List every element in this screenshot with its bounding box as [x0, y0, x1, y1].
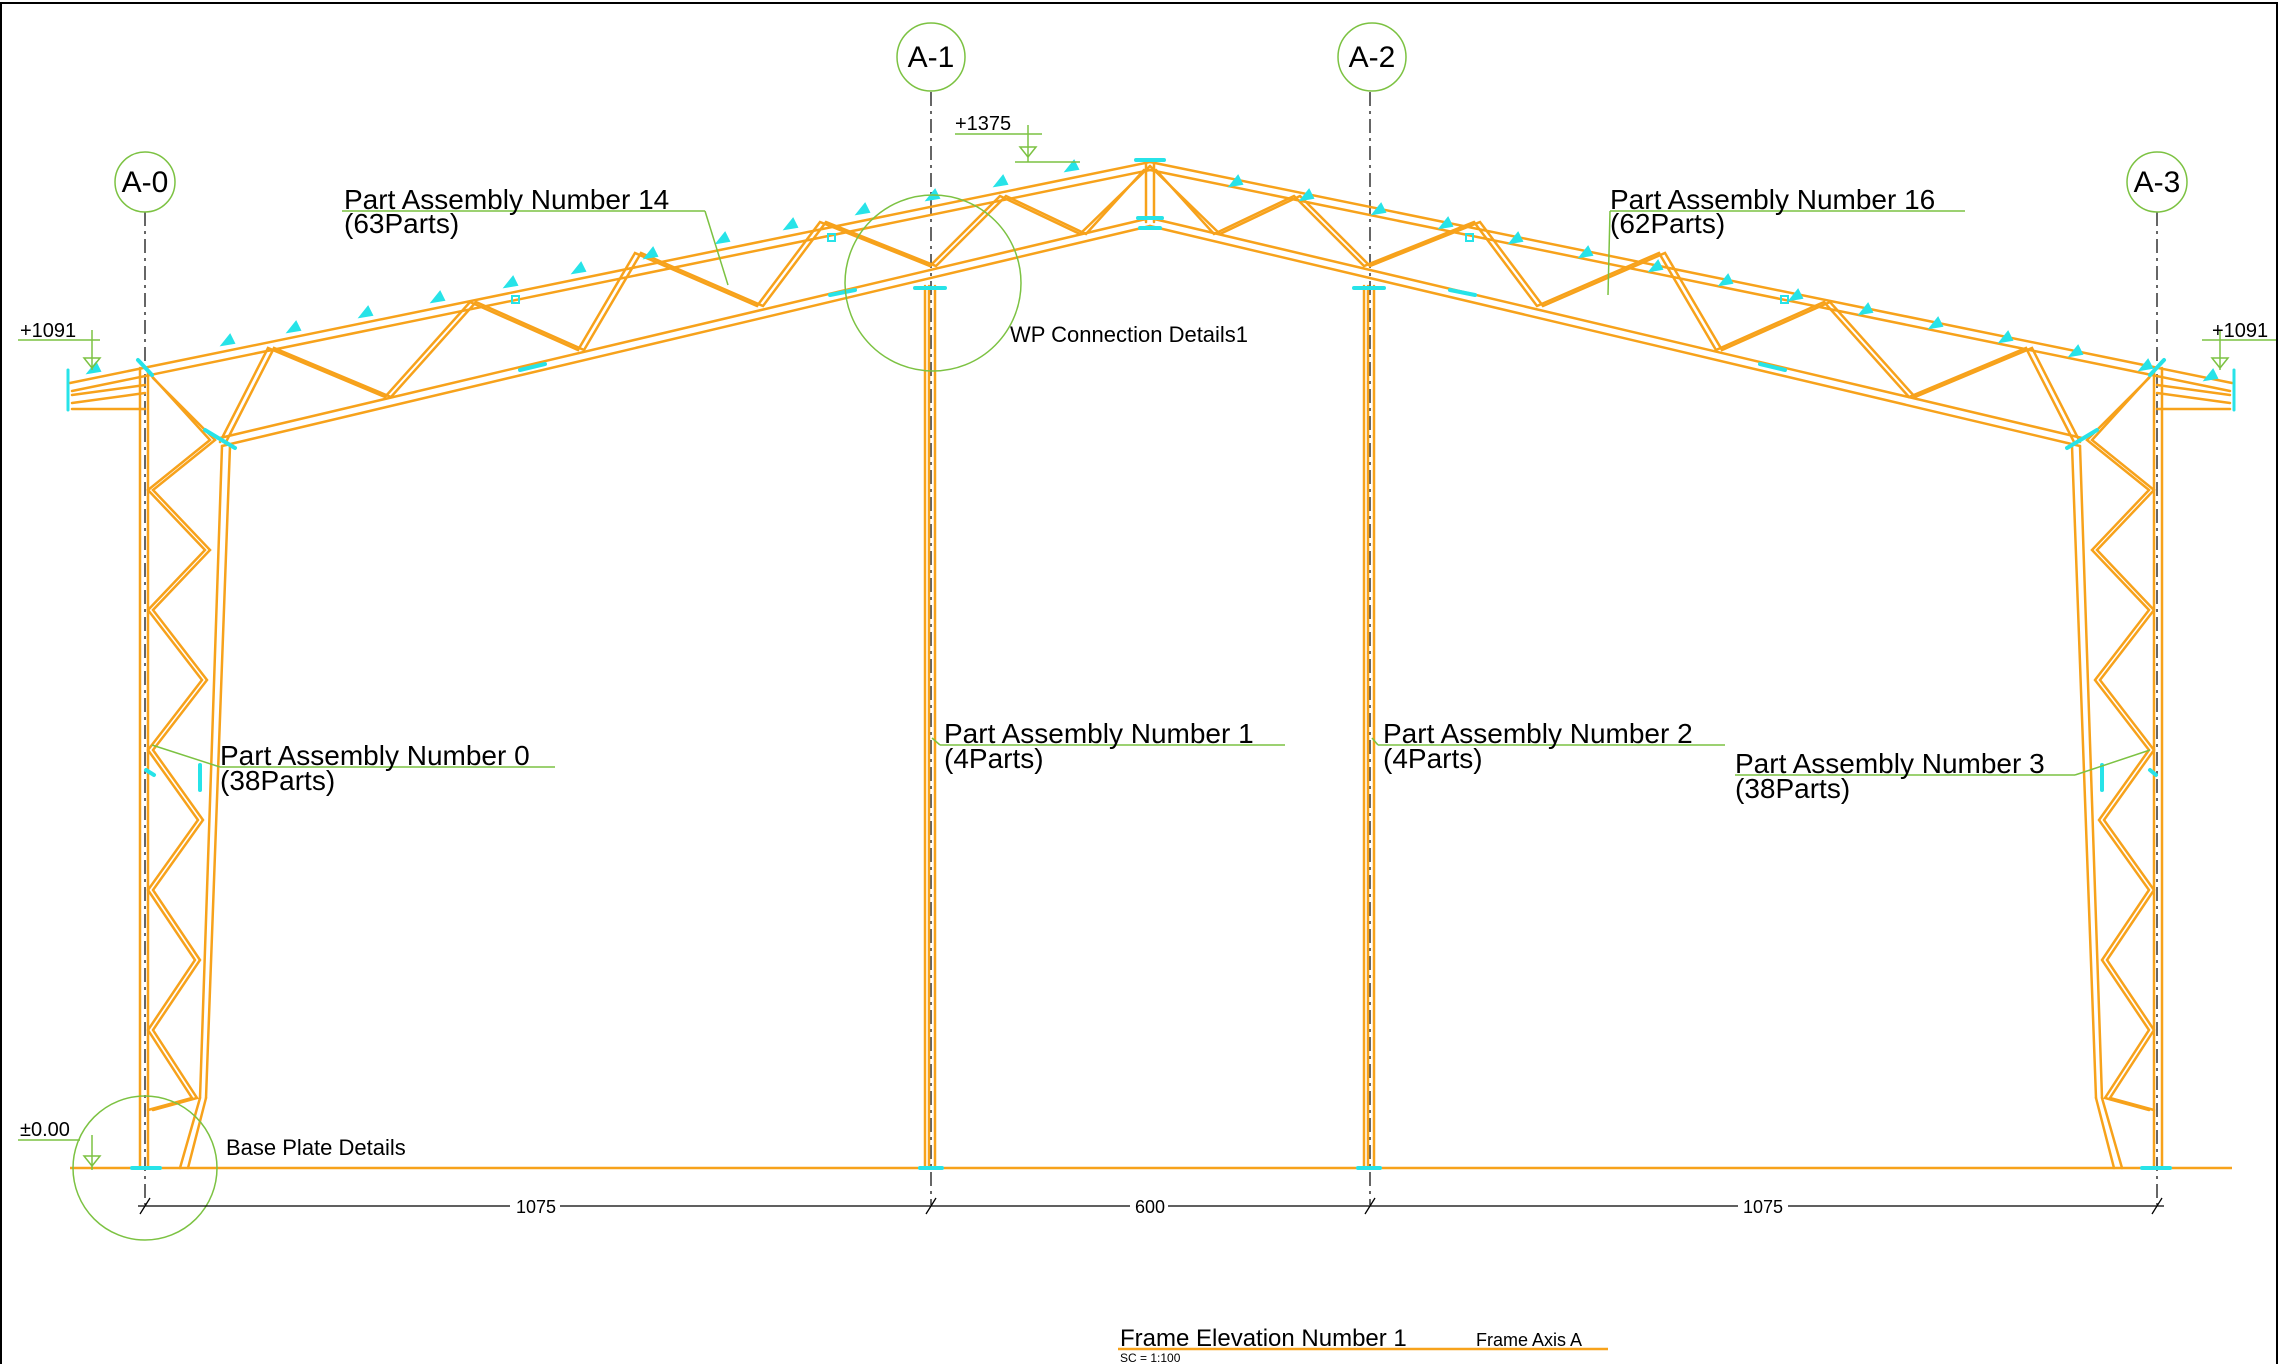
axis-labels: A-0 A-1 A-2 A-3: [122, 41, 2181, 199]
axis-bubble-a2: [1337, 22, 1407, 92]
dimension-labels: 1075 600 1075: [510, 1196, 1788, 1217]
level-eave-left: +1091: [20, 320, 76, 342]
dim-mask-3: [1738, 1196, 1788, 1216]
splice-plates: [66, 158, 2236, 1170]
detail-labels: WP Connection Details1 Base Plate Detail…: [226, 322, 1248, 1160]
frame-title: Frame Elevation Number 1: [1120, 1325, 1407, 1352]
dimension-a1-a2: 600: [1135, 1197, 1165, 1217]
annotation-linework: [18, 22, 2276, 1241]
axis-centerlines: [144, 92, 2158, 1205]
level-labels: +1375 +1091 +1091 ±0.00: [20, 113, 2268, 1141]
assembly-1-parts: (4Parts): [944, 743, 1044, 774]
title-block: Frame Elevation Number 1 Frame Axis A SC…: [1118, 1325, 1608, 1364]
axis-label-a0: A-0: [122, 166, 169, 199]
level-ridge: +1375: [955, 113, 1011, 135]
wp-detail-circle: [844, 194, 1022, 372]
level-ground: ±0.00: [20, 1119, 70, 1141]
level-eave-right: +1091: [2212, 320, 2268, 342]
assembly-3-parts: (38Parts): [1735, 773, 1850, 804]
frame-scale: SC = 1:100: [1120, 1351, 1181, 1364]
dim-mask-1: [510, 1196, 560, 1216]
axis-label-a3: A-3: [2134, 166, 2181, 199]
base-plate-label: Base Plate Details: [226, 1135, 406, 1160]
assembly-14-parts: (63Parts): [344, 208, 459, 239]
assembly-2-title: Part Assembly Number 2: [1383, 718, 1693, 749]
assembly-labels: Part Assembly Number 14 (63Parts) Part A…: [220, 184, 2045, 804]
assembly-0-parts: (38Parts): [220, 765, 335, 796]
axis-bubble-a0: [114, 151, 176, 213]
steel-members: [68, 160, 2234, 1170]
dimension-a2-a3: 1075: [1743, 1197, 1783, 1217]
wp-connection-label: WP Connection Details1: [1010, 322, 1248, 347]
dim-mask-2: [1130, 1196, 1168, 1216]
assembly-3-title: Part Assembly Number 3: [1735, 748, 2045, 779]
dimension-a0-a1: 1075: [516, 1197, 556, 1217]
axis-bubble-a1: [896, 22, 966, 92]
assembly-1-title: Part Assembly Number 1: [944, 718, 1254, 749]
assembly-16-title: Part Assembly Number 16: [1610, 184, 1935, 215]
assembly-2-parts: (4Parts): [1383, 743, 1483, 774]
connection-plates: [85, 159, 2219, 382]
assembly-0-title: Part Assembly Number 0: [220, 740, 530, 771]
axis-label-a2: A-2: [1349, 41, 1396, 74]
axis-bubble-a3: [2126, 151, 2188, 213]
frame-axis: Frame Axis A: [1476, 1330, 1582, 1350]
axis-label-a1: A-1: [908, 41, 955, 74]
assembly-14-title: Part Assembly Number 14: [344, 184, 669, 215]
base-detail-circle: [72, 1095, 218, 1241]
assembly-16-parts: (62Parts): [1610, 208, 1725, 239]
